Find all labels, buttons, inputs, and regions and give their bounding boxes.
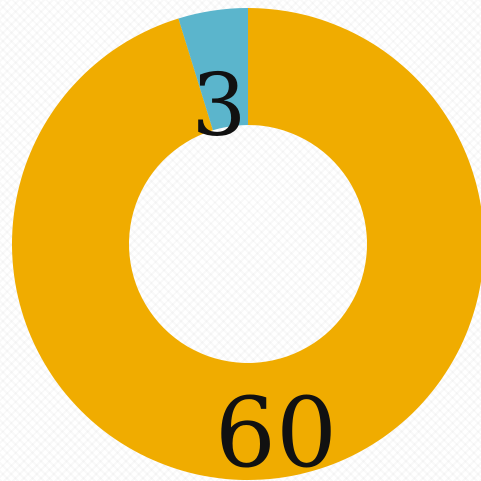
labels-group: 60 3 (192, 56, 337, 481)
slices-group (12, 8, 481, 480)
donut-slice-0 (12, 8, 481, 480)
donut-slice-1 (178, 8, 248, 131)
data-label-0: 60 (215, 377, 337, 481)
data-label-1: 3 (192, 56, 247, 156)
